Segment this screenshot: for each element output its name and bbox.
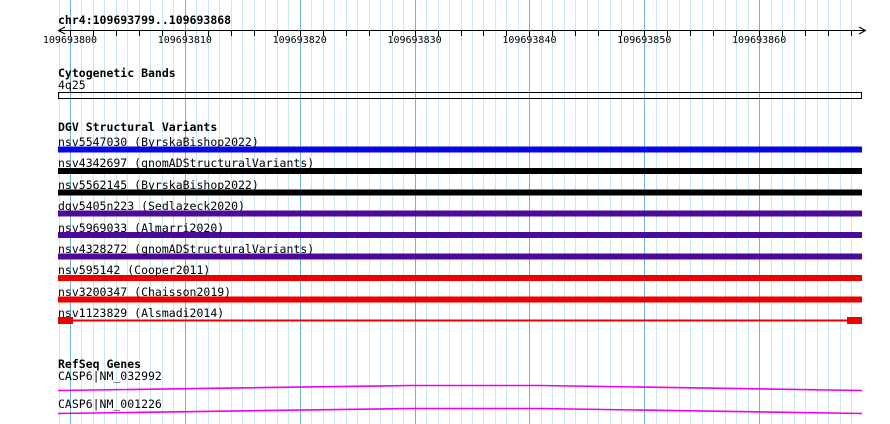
ruler-tick-label: 109693860 bbox=[732, 35, 787, 46]
gene-line[interactable] bbox=[57, 384, 863, 392]
cytoband-label: 4q25 bbox=[58, 78, 86, 92]
ruler-tick-label: 109693800 bbox=[42, 35, 98, 46]
ruler-tick-label: 109693820 bbox=[272, 35, 327, 46]
track-title-dgv-structural-variants: DGV Structural Variants bbox=[58, 120, 218, 134]
variant-label: nsv5547030 (ByrskaBishop2022) bbox=[58, 135, 259, 149]
variant-label: nsv5969033 (Almarri2020) bbox=[58, 220, 225, 235]
gene-label: CASP6|NM_032992 bbox=[58, 369, 162, 383]
variant-bar[interactable] bbox=[58, 296, 862, 303]
variant-label: nsv1123829 (Alsmadi2014) bbox=[58, 306, 225, 321]
variant-bar[interactable] bbox=[58, 167, 862, 174]
variant-connector-line bbox=[58, 319, 862, 322]
track-title-cytogenetic-bands: Cytogenetic Bands bbox=[58, 66, 176, 80]
variant-bar[interactable] bbox=[58, 210, 862, 217]
ruler-right-arrow-icon bbox=[858, 26, 866, 35]
region-title: chr4:109693799..109693868 bbox=[58, 13, 232, 27]
variant-breakend-block-left[interactable] bbox=[58, 317, 73, 325]
variant-bar[interactable] bbox=[58, 274, 862, 281]
variant-label: nsv4328272 (gnomADStructuralVariants) bbox=[58, 242, 315, 256]
gene-label: CASP6|NM_001226 bbox=[58, 397, 162, 411]
ruler-tick-label: 109693850 bbox=[617, 35, 672, 46]
variant-bar[interactable] bbox=[58, 189, 862, 196]
ruler-tick-label: 109693840 bbox=[502, 35, 557, 46]
track-title-refseq-genes: RefSeq Genes bbox=[58, 357, 142, 371]
variant-breakend-block-right[interactable] bbox=[847, 317, 862, 325]
cytoband-glyph[interactable] bbox=[58, 92, 862, 99]
gene-line[interactable] bbox=[57, 407, 863, 415]
variant-bar[interactable] bbox=[58, 253, 862, 260]
ruler-tick-label: 109693830 bbox=[387, 35, 442, 46]
ruler-left-arrow-icon bbox=[58, 26, 66, 35]
variant-bar[interactable] bbox=[58, 146, 862, 153]
variant-label: nsv3200347 (Chaisson2019) bbox=[58, 284, 232, 299]
variant-bar[interactable] bbox=[58, 232, 862, 239]
variant-label: nsv5562145 (ByrskaBishop2022) bbox=[58, 177, 259, 192]
variant-label: nsv595142 (Cooper2011) bbox=[58, 263, 211, 278]
variant-label: nsv4342697 (gnomADStructuralVariants) bbox=[58, 156, 315, 171]
variant-label: dgv5405n223 (Sedlazeck2020) bbox=[58, 199, 245, 214]
ruler-tick-label: 109693810 bbox=[157, 35, 212, 46]
